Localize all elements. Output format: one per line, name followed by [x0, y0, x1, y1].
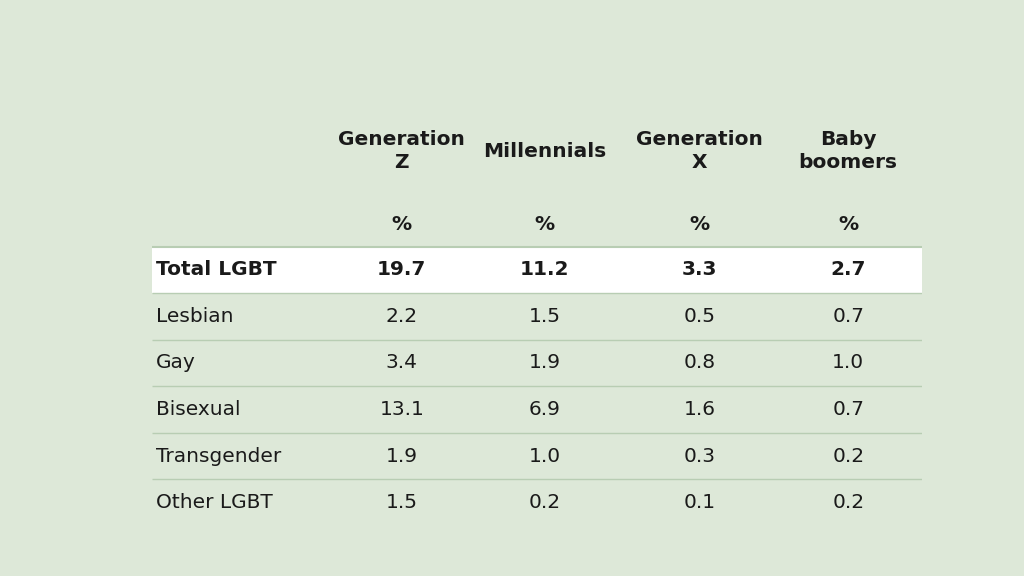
Bar [152, 433, 922, 479]
Text: 2.2: 2.2 [386, 307, 418, 326]
Text: 0.2: 0.2 [528, 493, 561, 512]
Text: Transgender: Transgender [156, 446, 281, 465]
Text: 1.0: 1.0 [528, 446, 561, 465]
Text: 11.2: 11.2 [520, 260, 569, 279]
Text: %: % [838, 215, 858, 234]
Text: 0.7: 0.7 [833, 400, 864, 419]
Text: %: % [689, 215, 710, 234]
Text: 0.5: 0.5 [683, 307, 716, 326]
Text: Bisexual: Bisexual [156, 400, 241, 419]
Text: Generation
Z: Generation Z [338, 130, 465, 172]
Text: 0.8: 0.8 [683, 354, 716, 373]
Bar [152, 247, 922, 293]
Text: 0.3: 0.3 [683, 446, 716, 465]
Text: 1.0: 1.0 [833, 354, 864, 373]
Bar [152, 293, 922, 340]
Text: Lesbian: Lesbian [156, 307, 233, 326]
Text: 19.7: 19.7 [377, 260, 426, 279]
Text: %: % [392, 215, 412, 234]
Text: 1.9: 1.9 [386, 446, 418, 465]
Text: 0.2: 0.2 [833, 446, 864, 465]
Text: 0.7: 0.7 [833, 307, 864, 326]
Text: 3.4: 3.4 [386, 354, 418, 373]
Text: Baby
boomers: Baby boomers [799, 130, 898, 172]
Text: 0.2: 0.2 [833, 493, 864, 512]
Text: 1.5: 1.5 [528, 307, 561, 326]
Text: 1.5: 1.5 [386, 493, 418, 512]
Text: 6.9: 6.9 [528, 400, 560, 419]
Text: %: % [535, 215, 555, 234]
Text: 1.6: 1.6 [683, 400, 716, 419]
Text: Generation
X: Generation X [636, 130, 763, 172]
Text: Gay: Gay [156, 354, 196, 373]
Text: 1.9: 1.9 [528, 354, 561, 373]
Text: 3.3: 3.3 [682, 260, 717, 279]
Text: Millennials: Millennials [483, 142, 606, 161]
Bar [152, 386, 922, 433]
Text: 13.1: 13.1 [379, 400, 424, 419]
Text: Total LGBT: Total LGBT [156, 260, 276, 279]
Text: Other LGBT: Other LGBT [156, 493, 272, 512]
Bar [152, 340, 922, 386]
Text: 2.7: 2.7 [830, 260, 866, 279]
Bar [152, 479, 922, 526]
Text: 0.1: 0.1 [683, 493, 716, 512]
